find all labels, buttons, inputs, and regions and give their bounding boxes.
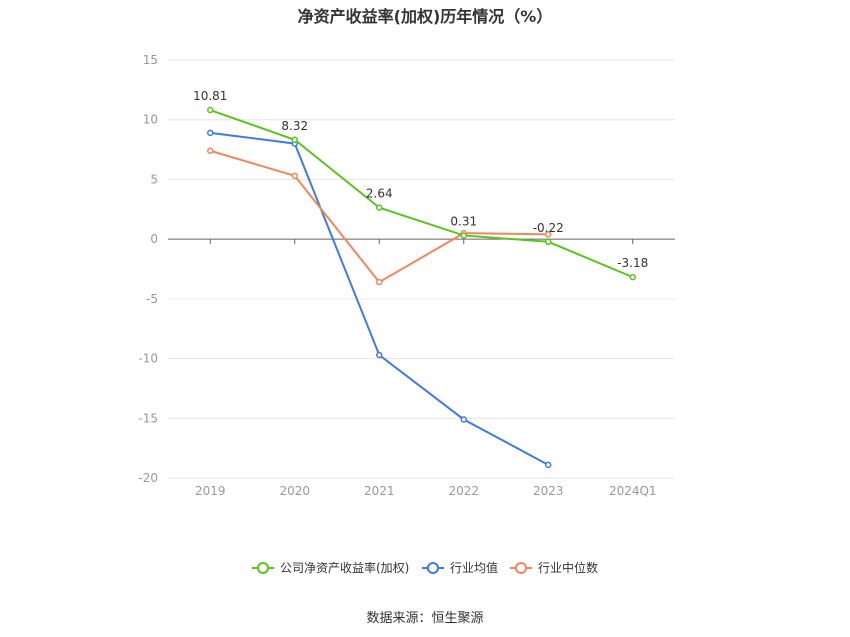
data-point <box>629 273 636 281</box>
x-tick-label: 2021 <box>364 484 395 498</box>
data-label: -0.22 <box>533 221 564 235</box>
chart-title: 净资产收益率(加权)历年情况（%） <box>297 7 553 26</box>
data-point <box>460 416 467 423</box>
legend-label: 行业中位数 <box>538 560 598 575</box>
y-tick-label: -10 <box>138 352 158 366</box>
grid-lines <box>168 59 675 479</box>
legend-marker <box>515 562 527 574</box>
y-tick-label: -15 <box>138 411 158 425</box>
source-note: 数据来源：恒生聚源 <box>366 611 484 626</box>
data-label: 0.31 <box>450 214 477 228</box>
legend-marker <box>427 562 439 574</box>
legend-label: 公司净资产收益率(加权) <box>280 560 409 575</box>
data-label: 10.81 <box>193 89 227 103</box>
data-point <box>545 238 552 246</box>
legend-label: 行业均值 <box>450 560 498 575</box>
x-tick-label: 2022 <box>448 484 479 498</box>
data-point <box>376 351 383 359</box>
data-point <box>291 136 298 144</box>
series-line <box>209 149 549 284</box>
data-point <box>376 204 383 211</box>
data-label: 8.32 <box>281 119 308 133</box>
x-tick-label: 2023 <box>533 484 564 498</box>
x-tick-label: 2020 <box>279 484 310 498</box>
series-line <box>209 109 634 279</box>
y-tick-label: 5 <box>150 172 158 186</box>
x-tick-label: 2019 <box>195 484 226 498</box>
y-tick-label: -20 <box>138 471 158 485</box>
axes: 15 10 5 0 -5 -10 -15 -20 2019 2020 2021 2022 2023 202… <box>138 53 675 498</box>
y-tick-label: 15 <box>143 53 158 67</box>
data-labels: 10.81 8.32 2.64 0.31 -0.22 -3.18 <box>193 89 648 270</box>
data-point <box>207 147 214 155</box>
data-point <box>207 106 214 114</box>
x-tick-label: 2024Q1 <box>609 484 657 498</box>
data-point <box>376 278 383 286</box>
data-point <box>460 232 467 239</box>
y-tick-label: 0 <box>150 232 158 246</box>
data-point <box>545 231 552 238</box>
legend: 公司净资产收益率(加权) 行业均值 行业中位数 <box>252 560 598 575</box>
data-label: -3.18 <box>617 256 648 270</box>
data-point <box>545 461 552 469</box>
data-point <box>291 172 298 180</box>
data-point <box>207 129 214 137</box>
series-lines <box>207 106 636 469</box>
y-tick-label: 10 <box>143 113 158 127</box>
data-label: 2.64 <box>366 187 393 201</box>
y-tick-label: -5 <box>146 292 158 306</box>
legend-marker <box>257 562 269 574</box>
